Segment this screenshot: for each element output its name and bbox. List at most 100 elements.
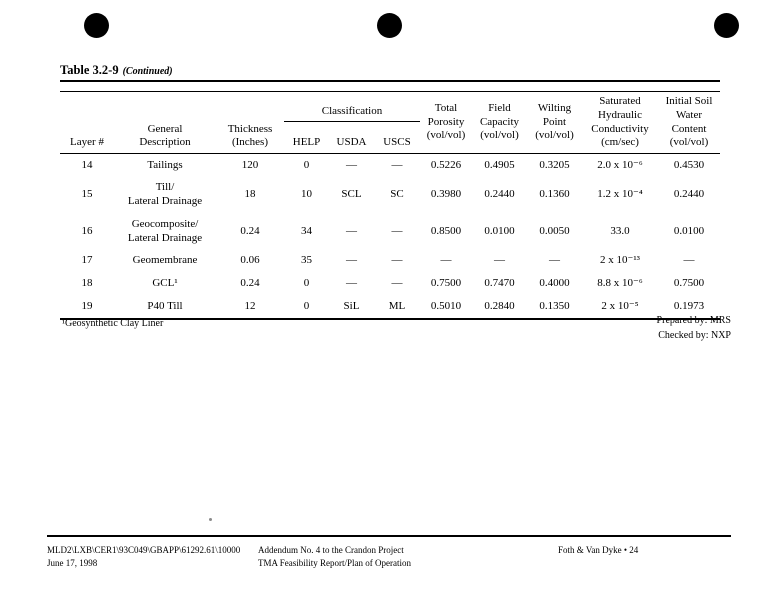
table-cell: 0: [303, 158, 310, 171]
table-cell: —: [440, 254, 452, 267]
table-title-main: Table 3.2-9: [60, 63, 119, 77]
signoff-block: Prepared by: MRS Checked by: NXP: [657, 314, 731, 343]
table-cell: SCL: [341, 188, 362, 201]
table-cell: 16: [81, 224, 93, 237]
table-cell: 0.7500: [430, 277, 462, 289]
table-cell: —: [391, 158, 403, 171]
table-cell: 0.2440: [484, 188, 515, 201]
table-cell: 0.3980: [430, 188, 462, 201]
table-cell: P40 Till: [147, 299, 183, 312]
table-cell: 0.5010: [430, 299, 462, 312]
column-header-total-porosity: Total Porosity (vol/vol): [420, 91, 472, 154]
column-header-help: HELP: [284, 121, 329, 154]
table-cell: GCL¹: [152, 277, 178, 289]
table-cell: 0.8500: [430, 224, 462, 237]
table-row: 17 Geomembrane 0.06 35 — — — — — 2 x 10⁻¹³ —: [60, 250, 720, 273]
table-header: Layer # General Description Thickness (I…: [60, 91, 720, 154]
table-row: 15 Till/ Lateral Drainage 18 10 SCL SC 0.3980 0…: [60, 177, 720, 214]
table-cell: 33.0: [610, 224, 630, 237]
layers-table: Layer # General Description Thickness (I…: [60, 91, 720, 320]
column-header-description: General Description: [114, 91, 216, 154]
footer-page-ref: Foth & Van Dyke • 24: [558, 545, 639, 555]
table-cell: 17: [81, 254, 93, 267]
table-cell: 8.8 x 10⁻⁶: [597, 277, 643, 289]
punch-hole-center-icon: [377, 13, 402, 38]
table-cell: 35: [301, 254, 312, 267]
table-cell: 18: [244, 188, 256, 201]
table-cell: 0.4000: [539, 277, 570, 289]
table-cell: 2 x 10⁻⁵: [601, 299, 639, 312]
table-cell: 0.5226: [430, 158, 462, 171]
table-cell: —: [391, 254, 403, 267]
table-cell: 2 x 10⁻¹³: [600, 254, 640, 267]
checked-by: Checked by: NXP: [658, 329, 731, 341]
table-cell: 120: [241, 158, 259, 171]
table-row: 14 Tailings 120 0 — — 0.5226 0.4905 0.3205 2.0 x …: [60, 154, 720, 177]
table-cell: 2.0 x 10⁻⁶: [597, 158, 643, 171]
table-row: 19 P40 Till 12 0 SiL ML 0.5010 0.2840 0.1350 2 x …: [60, 295, 720, 319]
table-cell: Tailings: [147, 158, 183, 171]
footer-project-line2: TMA Feasibility Report/Plan of Operation: [258, 557, 411, 568]
column-header-uscs: USCS: [374, 121, 420, 154]
punch-hole-right-icon: [714, 13, 739, 38]
table-cell: 0.1350: [539, 299, 570, 312]
table-cell: 0.7500: [673, 277, 705, 289]
column-header-usda: USDA: [329, 121, 374, 154]
table-cell: 12: [244, 299, 256, 312]
column-header-field-capacity: Field Capacity (vol/vol): [472, 91, 527, 154]
table-cell: 0.06: [240, 254, 260, 267]
table-cell: —: [549, 254, 560, 267]
table-title-continued: (Continued): [122, 66, 173, 77]
table-cell: 0.7470: [484, 277, 515, 289]
table-cell: —: [494, 254, 505, 267]
column-group-classification: Classification: [284, 91, 420, 123]
table-cell: —: [346, 254, 357, 267]
table-body: 14 Tailings 120 0— —0.5226 0.4905 0.3205 2.0 x …: [60, 154, 720, 320]
table-cell: —: [346, 158, 357, 171]
table-cell: 34: [301, 224, 312, 237]
prepared-by: Prepared by: MRS: [656, 315, 731, 326]
table-cell: 0.0100: [673, 224, 705, 237]
scan-artifact: [209, 518, 212, 521]
table-cell: 19: [81, 299, 93, 312]
table-cell: 0.24: [240, 224, 260, 237]
table-cell: SiL: [343, 299, 360, 312]
table-cell: 14: [81, 158, 93, 171]
table-cell: 0.0050: [539, 224, 570, 237]
table-cell: 18: [81, 277, 93, 289]
footer-left-block: MLD2\LXB\CER1\93C049\GBAPP\61292.61\1000…: [47, 544, 240, 569]
table-cell: ML: [388, 299, 406, 312]
footer-divider: [47, 535, 731, 537]
table-cell: —: [346, 224, 357, 237]
footer-date: June 17, 1998: [47, 557, 98, 568]
table-cell: 0.4905: [484, 158, 515, 171]
table-cell: 1.2 x 10⁻⁴: [597, 188, 643, 201]
table-cell: Geocomposite/ Lateral Drainage: [127, 217, 203, 244]
table-cell: 0.0100: [484, 224, 515, 237]
table-cell: 0: [303, 299, 310, 312]
footer-project-line1: Addendum No. 4 to the Crandon Project: [258, 545, 404, 555]
table-cell: 0.1360: [539, 188, 570, 201]
table-title: Table 3.2-9 (Continued): [60, 61, 173, 79]
table-cell: 0.4530: [673, 158, 705, 171]
punch-hole-left-icon: [84, 13, 109, 38]
table-cell: 0.2840: [484, 299, 515, 312]
column-header-initial-soil-water-content: Initial Soil Water Content (vol/vol): [658, 91, 720, 154]
table-row: 18 GCL¹ 0.24 0 — — 0.7500 0.7470 0.4000 8.8 x 10⁻…: [60, 273, 720, 296]
table-cell: SC: [390, 188, 404, 201]
table-cell: —: [683, 254, 695, 267]
table-cell: 0.3205: [539, 158, 570, 171]
title-divider: [60, 80, 720, 82]
column-header-wilting-point: Wilting Point (vol/vol): [527, 91, 582, 154]
table-cell: 0: [303, 277, 310, 289]
table-cell: Till/ Lateral Drainage: [127, 181, 203, 207]
table-cell: Geomembrane: [132, 254, 198, 267]
footer-doc-code: MLD2\LXB\CER1\93C049\GBAPP\61292.61\1000…: [47, 545, 241, 555]
footnote-geosynthetic-clay-liner: ¹Geosynthetic Clay Liner: [62, 318, 164, 329]
table-cell: —: [346, 277, 357, 289]
table-row: 16 Geocomposite/ Lateral Drainage 0.24 34 — —…: [60, 213, 720, 250]
table-cell: 15: [81, 188, 93, 201]
column-header-thickness: Thickness (Inches): [216, 91, 284, 154]
table-cell: 0.24: [240, 277, 260, 289]
